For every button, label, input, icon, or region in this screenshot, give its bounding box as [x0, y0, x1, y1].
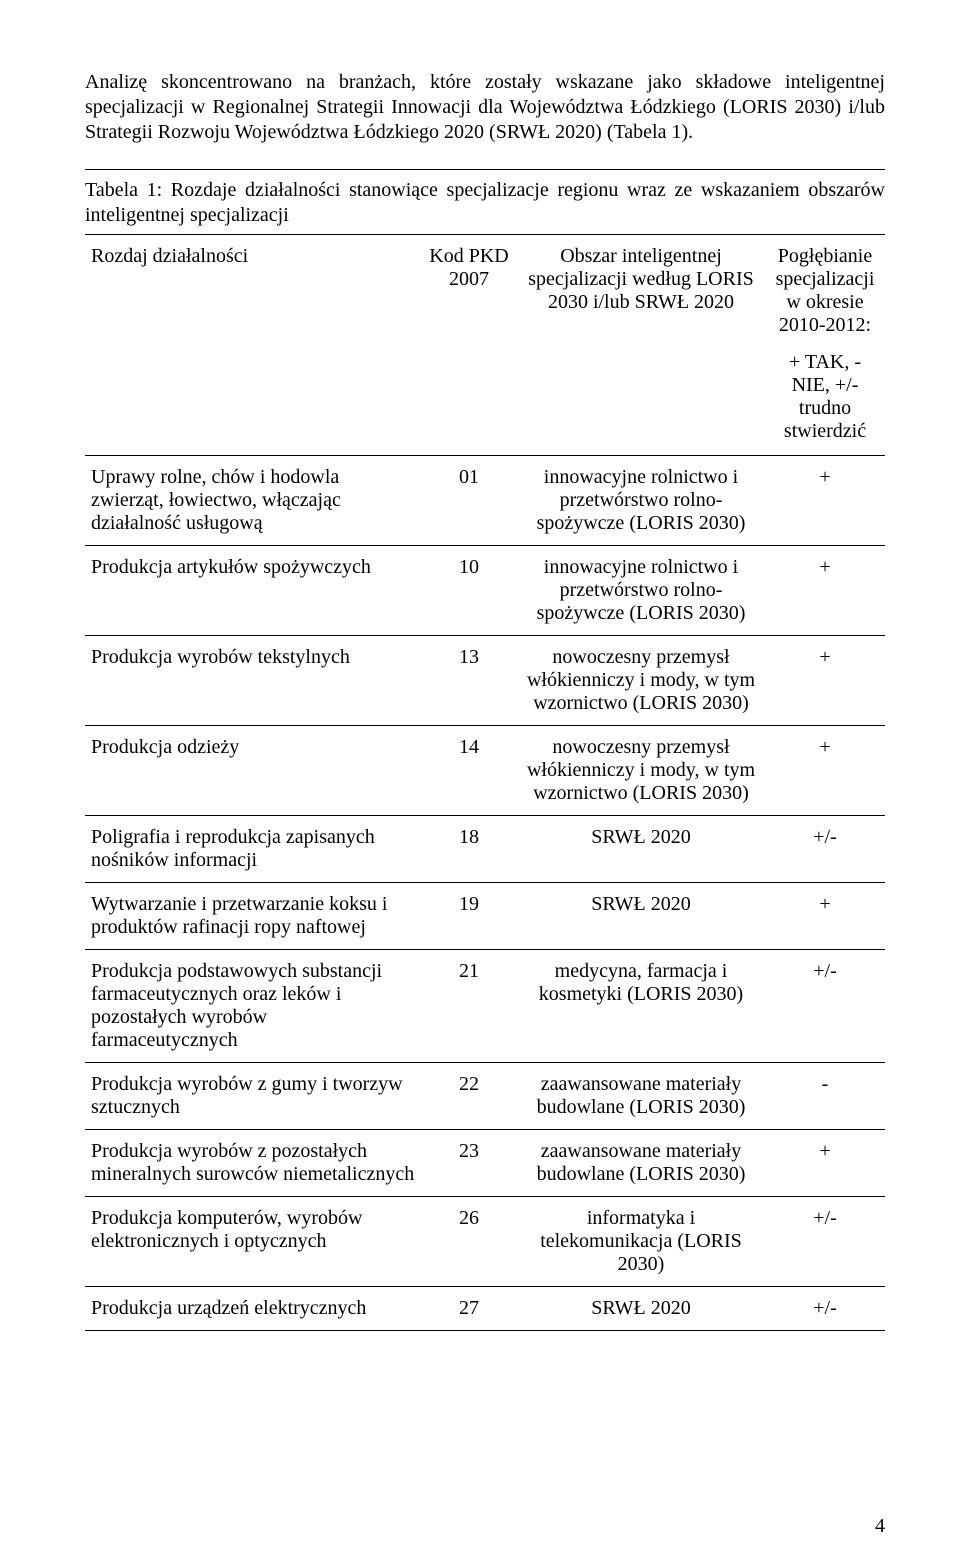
cell-area: SRWŁ 2020 [517, 816, 765, 883]
table-row: Produkcja wyrobów tekstylnych13nowoczesn… [85, 636, 885, 726]
cell-activity: Produkcja wyrobów z gumy i tworzyw sztuc… [85, 1063, 421, 1130]
cell-area: SRWŁ 2020 [517, 883, 765, 950]
cell-activity: Uprawy rolne, chów i hodowla zwierząt, ł… [85, 456, 421, 546]
cell-code: 18 [421, 816, 517, 883]
cell-activity: Wytwarzanie i przetwarzanie koksu i prod… [85, 883, 421, 950]
cell-area: zaawansowane materiały budowlane (LORIS … [517, 1130, 765, 1197]
intro-paragraph: Analizę skoncentrowano na branżach, któr… [85, 70, 885, 145]
table-row: Produkcja urządzeń elektrycznych27SRWŁ 2… [85, 1287, 885, 1331]
cell-mark: + [765, 636, 885, 726]
cell-mark: +/- [765, 1287, 885, 1331]
cell-activity: Produkcja wyrobów tekstylnych [85, 636, 421, 726]
cell-area: innowacyjne rolnictwo i przetwórstwo rol… [517, 546, 765, 636]
table-row: Produkcja odzieży14nowoczesny przemysł w… [85, 726, 885, 816]
cell-area: nowoczesny przemysł włókienniczy i mody,… [517, 636, 765, 726]
table-row: Produkcja wyrobów z gumy i tworzyw sztuc… [85, 1063, 885, 1130]
cell-code: 01 [421, 456, 517, 546]
cell-mark: +/- [765, 950, 885, 1063]
cell-area: innowacyjne rolnictwo i przetwórstwo rol… [517, 456, 765, 546]
cell-mark: + [765, 883, 885, 950]
table-row: Produkcja komputerów, wyrobów elektronic… [85, 1197, 885, 1287]
cell-activity: Produkcja podstawowych substancji farmac… [85, 950, 421, 1063]
cell-area: medycyna, farmacja i kosmetyki (LORIS 20… [517, 950, 765, 1063]
cell-code: 27 [421, 1287, 517, 1331]
table-row: Produkcja podstawowych substancji farmac… [85, 950, 885, 1063]
cell-mark: + [765, 726, 885, 816]
cell-area: nowoczesny przemysł włókienniczy i mody,… [517, 726, 765, 816]
cell-area: informatyka i telekomunikacja (LORIS 203… [517, 1197, 765, 1287]
cell-mark: +/- [765, 816, 885, 883]
cell-mark: + [765, 546, 885, 636]
cell-code: 26 [421, 1197, 517, 1287]
table-row: Poligrafia i reprodukcja zapisanych nośn… [85, 816, 885, 883]
table-row: Uprawy rolne, chów i hodowla zwierząt, ł… [85, 456, 885, 546]
cell-code: 14 [421, 726, 517, 816]
col-header-mark-top: Pogłębianie specjalizacji w okresie 2010… [776, 245, 875, 336]
cell-activity: Produkcja odzieży [85, 726, 421, 816]
cell-area: zaawansowane materiały budowlane (LORIS … [517, 1063, 765, 1130]
cell-code: 22 [421, 1063, 517, 1130]
cell-mark: +/- [765, 1197, 885, 1287]
table-caption: Tabela 1: Rozdaje działalności stanowiąc… [85, 178, 885, 228]
col-header-mark-sub: + TAK, - NIE, +/- trudno stwierdzić [771, 351, 879, 443]
cell-code: 21 [421, 950, 517, 1063]
cell-mark: - [765, 1063, 885, 1130]
cell-mark: + [765, 456, 885, 546]
cell-code: 10 [421, 546, 517, 636]
cell-code: 13 [421, 636, 517, 726]
table-header-row: Rozdaj działalności Kod PKD 2007 Obszar … [85, 235, 885, 456]
cell-activity: Produkcja artykułów spożywczych [85, 546, 421, 636]
table-row: Wytwarzanie i przetwarzanie koksu i prod… [85, 883, 885, 950]
page-number: 4 [875, 1515, 885, 1538]
cell-activity: Produkcja urządzeń elektrycznych [85, 1287, 421, 1331]
cell-activity: Produkcja wyrobów z pozostałych mineraln… [85, 1130, 421, 1197]
col-header-code: Kod PKD 2007 [421, 235, 517, 456]
cell-area: SRWŁ 2020 [517, 1287, 765, 1331]
cell-activity: Produkcja komputerów, wyrobów elektronic… [85, 1197, 421, 1287]
table-row: Produkcja wyrobów z pozostałych mineraln… [85, 1130, 885, 1197]
specialization-table: Rozdaj działalności Kod PKD 2007 Obszar … [85, 235, 885, 1331]
cell-code: 23 [421, 1130, 517, 1197]
col-header-area: Obszar inteligentnej specjalizacji wedłu… [517, 235, 765, 456]
col-header-mark: Pogłębianie specjalizacji w okresie 2010… [765, 235, 885, 456]
col-header-activity: Rozdaj działalności [85, 235, 421, 456]
cell-activity: Poligrafia i reprodukcja zapisanych nośn… [85, 816, 421, 883]
cell-code: 19 [421, 883, 517, 950]
table-row: Produkcja artykułów spożywczych10innowac… [85, 546, 885, 636]
rule-top [85, 169, 885, 170]
cell-mark: + [765, 1130, 885, 1197]
